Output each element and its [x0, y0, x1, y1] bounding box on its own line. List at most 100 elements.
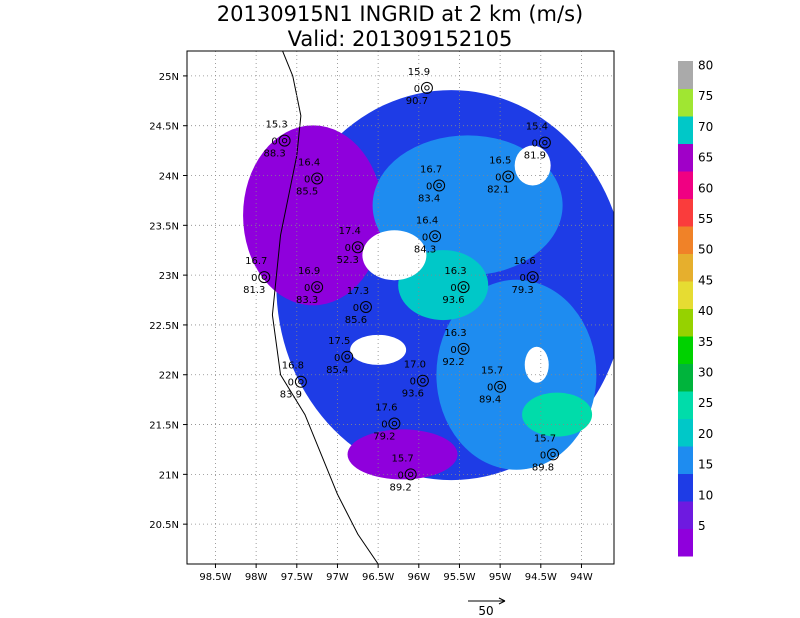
station-ring [278, 134, 291, 147]
station-top-value: 16.6 [514, 256, 536, 267]
station-bottom-value: 81.9 [524, 151, 546, 162]
station-top-value: 16.5 [489, 156, 511, 167]
station-top-value: 15.7 [392, 453, 414, 464]
station-dot [432, 233, 438, 239]
station-top-value: 17.6 [375, 403, 397, 414]
station-mid-value: 0 [397, 470, 403, 481]
title-line-1: 20130915N1 INGRID at 2 km (m/s) [216, 2, 584, 26]
station-dot [314, 175, 320, 182]
station-bottom-value: 82.1 [487, 185, 509, 196]
station: 15.4 081.9 [524, 122, 551, 162]
coastline [271, 51, 379, 564]
station-top-value: 16.7 [420, 164, 442, 175]
station-bottom-value: 85.4 [326, 365, 348, 376]
field-purple-south [347, 429, 458, 480]
colorbar-swatch [678, 198, 693, 227]
station-bottom-value: 79.2 [373, 432, 395, 443]
y-tick-label: 24.5N [149, 122, 179, 133]
station-bottom-value: 88.3 [263, 149, 285, 160]
station-bottom-value: 89.2 [390, 482, 412, 493]
station-ring [416, 374, 429, 387]
colorbar-swatch [678, 226, 693, 254]
station-bottom-value: 90.7 [406, 96, 428, 107]
station: 17.3 085.6 [345, 286, 372, 326]
station-dot [344, 354, 350, 360]
colorbar-label: 45 [698, 273, 713, 287]
x-tick-label: 97W [326, 572, 349, 583]
station-top-value: 16.7 [245, 256, 267, 267]
colorbar-label: 40 [698, 304, 713, 318]
colorbar-swatch [678, 391, 693, 419]
colorbar-label: 15 [698, 458, 713, 472]
station-top-value: 17.4 [339, 226, 361, 237]
station: 16.4 084.3 [414, 215, 442, 255]
y-tick-label: 23N [159, 271, 179, 282]
colorbar-swatch [678, 363, 693, 392]
station-dot [261, 274, 267, 280]
colorbar-swatch [678, 446, 693, 474]
station-dot [542, 139, 548, 146]
station-mid-value: 0 [304, 175, 310, 186]
station: 16.9 083.3 [296, 266, 324, 306]
station-dot [363, 304, 369, 310]
colorbar-swatch [678, 418, 693, 447]
station-ring [420, 81, 433, 94]
x-tick-label: 98W [245, 572, 268, 583]
colorbar-label: 10 [698, 488, 713, 502]
station: 16.6 079.3 [512, 256, 539, 296]
station-dot [529, 274, 536, 280]
y-tick-label: 21N [159, 470, 179, 481]
station: 15.7 089.4 [479, 366, 507, 406]
station-top-value: 17.0 [404, 360, 426, 371]
station-bottom-value: 89.4 [479, 395, 501, 406]
station-ring [311, 281, 324, 294]
station-dot [407, 471, 414, 478]
station-bottom-value: 85.5 [296, 187, 318, 198]
reference-vector: 50 [468, 597, 506, 618]
x-tick-label: 94W [570, 572, 593, 583]
station-bottom-value: 93.6 [402, 389, 424, 400]
station-top-value: 15.9 [408, 67, 430, 78]
reference-vector-label: 50 [478, 604, 493, 618]
colorbar-label: 65 [698, 151, 713, 165]
station-ring [457, 281, 470, 294]
station-top-value: 16.4 [416, 215, 438, 226]
field-gap-3 [524, 346, 549, 383]
station-ring [351, 241, 364, 254]
x-tick-label: 96.5W [362, 572, 394, 583]
station-mid-value: 0 [251, 273, 257, 284]
station-mid-value: 0 [450, 345, 456, 356]
station-dot [460, 284, 467, 290]
colorbar-swatch [678, 528, 693, 557]
station-bottom-value: 83.3 [296, 295, 318, 306]
reference-arrow-head [498, 597, 506, 605]
station-bottom-value: 81.3 [243, 285, 265, 296]
colorbar-swatch [678, 171, 693, 199]
station: 17.0 093.6 [402, 360, 429, 400]
y-tick-label: 20.5N [149, 520, 179, 531]
station-ring [457, 342, 470, 355]
station-ring [258, 271, 271, 284]
station: 16.7 083.4 [418, 164, 446, 204]
colorbar: 5 10 15 20 25 30 35 40 45 50 55 60 65 70 75 80 [678, 59, 713, 557]
colorbar-label: 35 [698, 335, 713, 349]
colorbar-swatch [678, 473, 693, 502]
station-top-value: 16.3 [444, 266, 466, 277]
station-mid-value: 0 [495, 173, 501, 184]
station-ring [359, 301, 372, 314]
colorbar-swatch [678, 336, 693, 364]
colorbar-swatch [678, 88, 693, 117]
station-mid-value: 0 [345, 243, 351, 254]
station-dot [550, 451, 556, 458]
station-mid-value: 0 [540, 450, 546, 461]
station: 16.7 081.3 [243, 256, 271, 296]
station-dot [355, 244, 361, 250]
station-top-value: 16.9 [298, 266, 320, 277]
chart-title: 20130915N1 INGRID at 2 km (m/s) Valid: 2… [0, 2, 800, 52]
station-top-value: 15.7 [534, 433, 556, 444]
colorbar-label: 20 [698, 427, 713, 441]
station-mid-value: 0 [353, 303, 359, 314]
station: 15.9 090.7 [406, 67, 433, 107]
colorbar-swatch [678, 308, 693, 337]
